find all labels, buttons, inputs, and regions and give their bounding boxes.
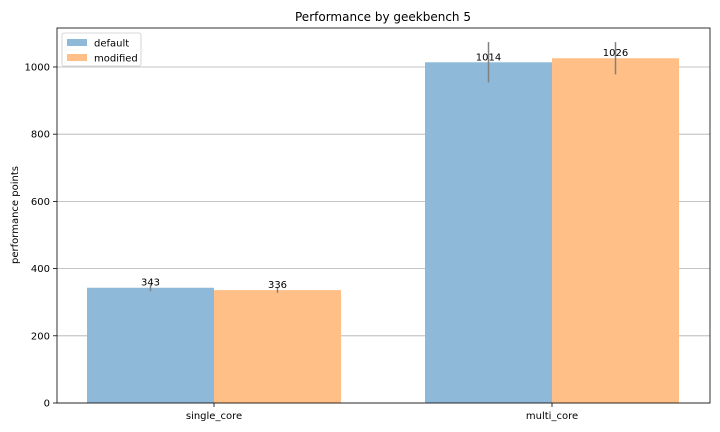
y-tick-label: 400 [31, 264, 50, 275]
bar-default-multi_core [425, 62, 552, 403]
data-labels: 343 336 1014 1026 [141, 48, 628, 291]
bar-modified-single_core [214, 290, 341, 403]
legend-label-modified: modified [94, 54, 138, 65]
y-tick-label: 1000 [25, 62, 50, 73]
y-tick-label: 200 [31, 331, 50, 342]
error-bars [149, 42, 617, 293]
axes: 0 200 400 600 800 1000 single_core multi_core [25, 27, 711, 422]
data-label-modified-multi_core: 1026 [603, 48, 628, 59]
y-tick-label: 0 [44, 399, 50, 410]
data-label-default-single_core: 343 [141, 278, 160, 289]
chart-title: Performance by geekbench 5 [295, 10, 471, 24]
bar-default-single_core [87, 287, 214, 403]
data-label-modified-single_core: 336 [268, 280, 287, 291]
y-tick-label: 800 [31, 130, 50, 141]
x-tick-label: multi_core [526, 411, 578, 422]
y-tick-label: 600 [31, 197, 50, 208]
legend-label-default: default [94, 39, 129, 50]
legend-swatch-default [67, 39, 87, 46]
bar-modified-multi_core [552, 58, 679, 403]
legend: default modified [61, 32, 142, 67]
data-label-default-multi_core: 1014 [476, 52, 501, 63]
bars [87, 58, 679, 403]
legend-swatch-modified [67, 54, 87, 61]
x-tick-label: single_core [186, 411, 242, 422]
y-axis-label: performance points [10, 166, 21, 264]
plot-frame [56, 27, 711, 404]
